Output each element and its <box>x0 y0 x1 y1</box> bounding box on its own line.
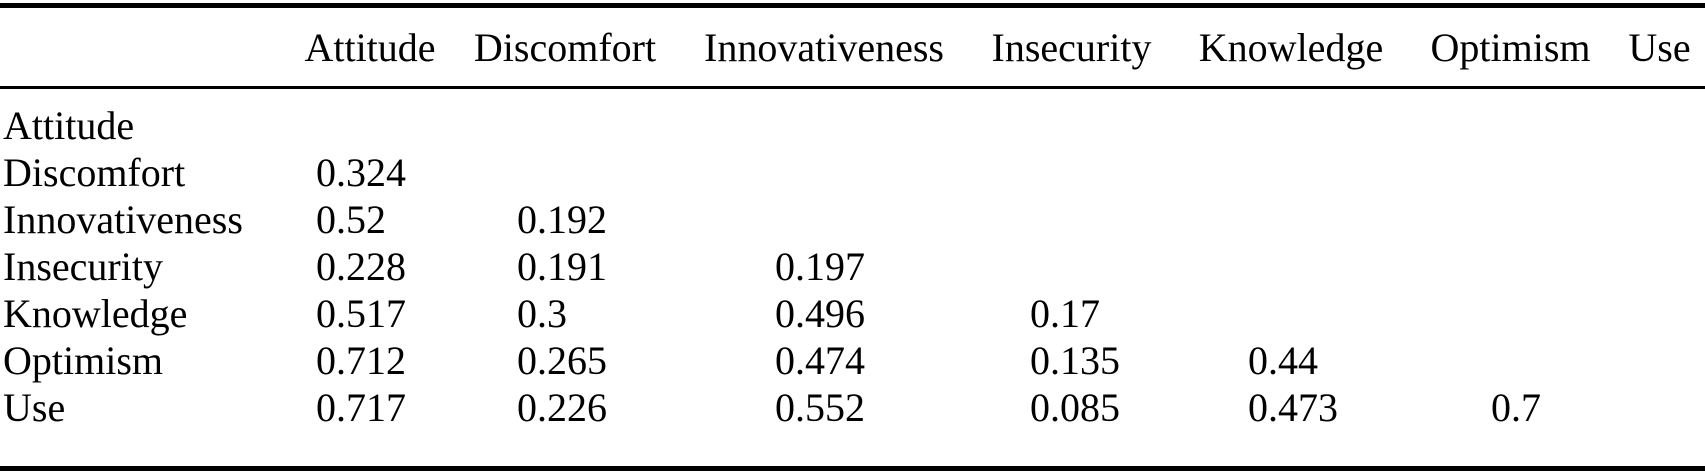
table-sheet: Attitude Discomfort Innovativeness Insec… <box>0 3 1705 471</box>
row-label: Insecurity <box>3 244 163 289</box>
row-label: Attitude <box>3 103 135 148</box>
value-cell <box>1614 149 1705 196</box>
value-cell: 0.085 <box>1030 385 1120 430</box>
value-cell: 0.717 <box>316 385 406 430</box>
value-cell <box>1614 88 1705 150</box>
value-cell <box>1175 149 1407 196</box>
value-cell <box>1407 196 1614 243</box>
value-cell: 0.552 <box>775 385 865 430</box>
column-header-use: Use <box>1614 8 1705 89</box>
value-cell <box>1407 243 1614 290</box>
row-label: Knowledge <box>3 291 188 336</box>
table-row-insecurity: Insecurity 0.228 0.191 0.197 <box>0 243 1705 290</box>
table-row-discomfort: Discomfort 0.324 <box>0 149 1705 196</box>
column-header-blank <box>0 8 290 89</box>
value-cell <box>1175 196 1407 243</box>
value-cell <box>1175 88 1407 150</box>
value-cell <box>1614 337 1705 384</box>
row-label: Discomfort <box>3 150 186 195</box>
table-row-innovativeness: Innovativeness 0.52 0.192 <box>0 196 1705 243</box>
value-cell <box>968 196 1175 243</box>
value-cell <box>1407 149 1614 196</box>
value-cell: 0.474 <box>775 338 865 383</box>
value-cell <box>680 88 968 150</box>
value-cell <box>680 196 968 243</box>
value-cell: 0.52 <box>316 197 386 242</box>
header-row: Attitude Discomfort Innovativeness Insec… <box>0 8 1705 89</box>
value-cell: 0.191 <box>517 244 607 289</box>
value-cell <box>1175 243 1407 290</box>
value-cell <box>1407 337 1614 384</box>
value-cell <box>968 243 1175 290</box>
value-cell: 0.265 <box>517 338 607 383</box>
value-cell <box>968 149 1175 196</box>
value-cell <box>1407 290 1614 337</box>
value-cell <box>680 149 968 196</box>
value-cell <box>1407 88 1614 150</box>
row-label: Optimism <box>3 338 164 383</box>
value-cell <box>1175 290 1407 337</box>
table-row-use: Use 0.717 0.226 0.552 0.085 0.473 0.7 <box>0 384 1705 431</box>
correlation-matrix-table: Attitude Discomfort Innovativeness Insec… <box>0 8 1705 431</box>
column-header-innovativeness: Innovativeness <box>680 8 968 89</box>
column-header-insecurity: Insecurity <box>968 8 1175 89</box>
value-cell: 0.135 <box>1030 338 1120 383</box>
value-cell: 0.712 <box>316 338 406 383</box>
table-row-knowledge: Knowledge 0.517 0.3 0.496 0.17 <box>0 290 1705 337</box>
value-cell: 0.197 <box>775 244 865 289</box>
value-cell <box>1614 243 1705 290</box>
value-cell: 0.17 <box>1030 291 1100 336</box>
value-cell: 0.226 <box>517 385 607 430</box>
value-cell: 0.44 <box>1248 338 1318 383</box>
value-cell: 0.496 <box>775 291 865 336</box>
row-label: Innovativeness <box>3 197 243 242</box>
column-header-knowledge: Knowledge <box>1175 8 1407 89</box>
table-row-optimism: Optimism 0.712 0.265 0.474 0.135 0.44 <box>0 337 1705 384</box>
value-cell <box>1614 384 1705 431</box>
table-row-attitude: Attitude <box>0 88 1705 150</box>
value-cell: 0.7 <box>1491 385 1541 430</box>
value-cell: 0.228 <box>316 244 406 289</box>
value-cell <box>968 88 1175 150</box>
value-cell <box>450 149 680 196</box>
column-header-optimism: Optimism <box>1407 8 1614 89</box>
value-cell: 0.324 <box>316 150 406 195</box>
value-cell <box>290 88 450 150</box>
value-cell <box>1614 196 1705 243</box>
value-cell: 0.517 <box>316 291 406 336</box>
value-cell: 0.3 <box>517 291 567 336</box>
value-cell <box>450 88 680 150</box>
value-cell: 0.192 <box>517 197 607 242</box>
value-cell: 0.473 <box>1248 385 1338 430</box>
value-cell <box>1614 290 1705 337</box>
column-header-discomfort: Discomfort <box>450 8 680 89</box>
column-header-attitude: Attitude <box>290 8 450 89</box>
row-label: Use <box>3 385 66 430</box>
